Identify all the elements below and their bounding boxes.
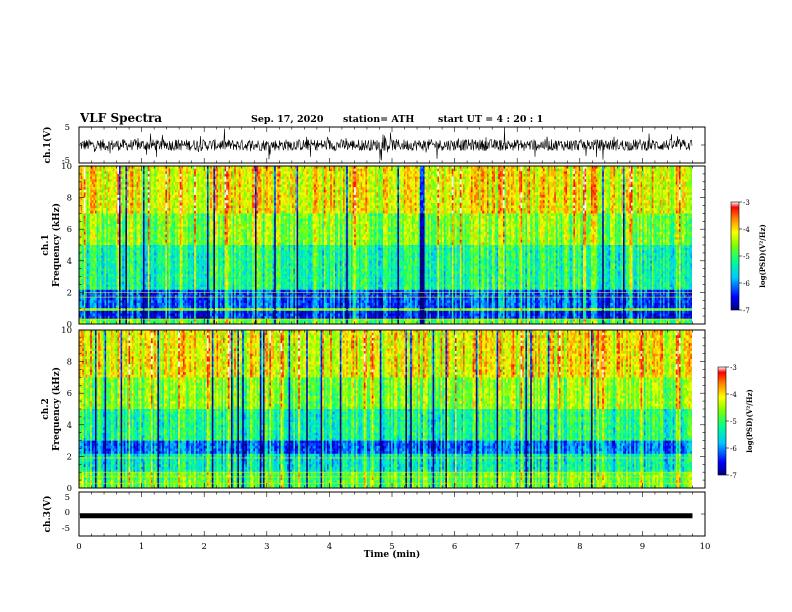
spec-ytick-6: 6 [67, 389, 72, 399]
ch1-spec-ylabel-line1: ch.1 [41, 234, 51, 255]
ch3-ytick-min: -5 [62, 524, 70, 534]
ch3-ytick-max: 5 [65, 493, 70, 503]
ch1-wave-ylabel: ch.1(V) [42, 127, 53, 164]
ch3-wave-ylabel: ch.3(V) [42, 496, 53, 533]
xtick-label-10: 10 [700, 542, 711, 552]
colorbar-tick--7: -7 [730, 472, 737, 480]
spec-ytick-4: 4 [67, 257, 72, 267]
colorbar-tick--6: -6 [730, 445, 737, 453]
colorbar-tick--5: -5 [730, 418, 737, 426]
colorbar-tick--4: -4 [730, 391, 737, 399]
xtick-label-7: 7 [514, 542, 519, 552]
colorbar-tick--3: -3 [730, 364, 737, 372]
spec-ytick-10: 10 [61, 162, 72, 172]
ch3-ytick-zero: 0 [65, 508, 70, 518]
xtick-label-8: 8 [577, 542, 582, 552]
spec-ytick-10: 10 [61, 326, 72, 336]
spec-ytick-8: 8 [67, 358, 72, 368]
spec-ytick-2: 2 [67, 288, 72, 298]
xtick-label-3: 3 [264, 542, 269, 552]
xtick-label-0: 0 [76, 542, 81, 552]
colorbar-tick--6: -6 [743, 280, 750, 288]
ch2-colorbar-label: log(PSD)(V²/Hz) [745, 389, 754, 453]
colorbar-tick--5: -5 [743, 253, 750, 261]
spec-ytick-4: 4 [67, 421, 72, 431]
ch2-spec-ylabel-line2: Frequency (kHz) [51, 367, 62, 451]
ch1-spectrogram-image [79, 166, 692, 324]
ch3-waveform-line [80, 513, 692, 518]
ch1-spec-ylabel-line2: Frequency (kHz) [51, 203, 62, 287]
xtick-label-6: 6 [452, 542, 457, 552]
colorbar-tick--7: -7 [743, 307, 750, 315]
xtick-label-4: 4 [327, 542, 332, 552]
ch2-spectrogram-image [79, 330, 692, 488]
colorbar-tick--3: -3 [743, 199, 750, 207]
xtick-label-9: 9 [640, 542, 645, 552]
xtick-label-1: 1 [139, 542, 144, 552]
ch1-ytick-max: 5 [65, 123, 70, 133]
xtick-label-2: 2 [201, 542, 206, 552]
ch1-colorbar-label: log(PSD)(V²/Hz) [758, 224, 767, 288]
time-axis-label: Time (min) [364, 549, 421, 560]
spec-ytick-8: 8 [67, 194, 72, 204]
spec-ytick-6: 6 [67, 225, 72, 235]
ch3-waveform-panel: 5 0 -5 ch.3(V) [42, 492, 705, 536]
ch2-colorbar [718, 367, 726, 475]
spec-ytick-2: 2 [67, 452, 72, 462]
ch2-spec-ylabel-line1: ch.2 [41, 398, 51, 419]
ch1-colorbar [731, 202, 739, 310]
colorbar-tick--4: -4 [743, 226, 750, 234]
